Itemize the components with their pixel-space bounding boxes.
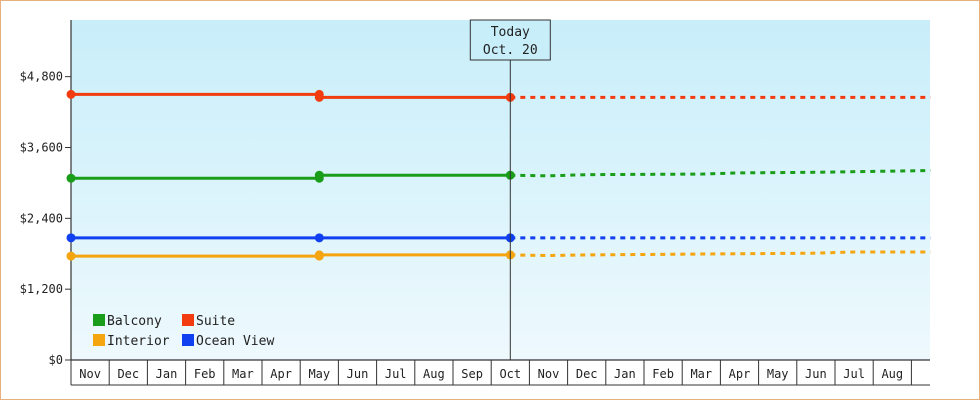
legend-label-interior: Interior (107, 334, 170, 349)
y-tick-label: $0 (49, 353, 63, 367)
x-tick-label: Apr (270, 367, 292, 381)
x-tick-label: Mar (232, 367, 254, 381)
forecast-line-balcony (510, 169, 931, 178)
data-point-balcony (314, 170, 324, 180)
x-tick-label: Nov (538, 367, 560, 381)
x-tick-label: Jul (843, 367, 865, 381)
today-label: Today (491, 25, 530, 40)
today-date-label: Oct. 20 (483, 43, 538, 58)
data-point-interior (66, 251, 76, 261)
x-tick-label: Mar (690, 367, 712, 381)
legend-swatch-suite (182, 314, 194, 326)
data-point-interior (314, 250, 324, 260)
y-tick-label: $2,400 (20, 211, 63, 225)
data-point-suite (314, 92, 324, 102)
series-line-interior (71, 253, 511, 258)
legend-label-ocean-view: Ocean View (196, 334, 274, 349)
y-tick-label: $3,600 (20, 141, 63, 155)
x-tick-label: Jun (805, 367, 827, 381)
x-tick-label: Apr (729, 367, 751, 381)
y-tick-label: $1,200 (20, 282, 63, 296)
x-tick-label: Aug (423, 367, 445, 381)
legend-label-suite: Suite (196, 314, 235, 329)
x-tick-label: Dec (576, 367, 598, 381)
legend-swatch-balcony (93, 314, 105, 326)
y-tick-label: $4,800 (20, 70, 63, 84)
x-tick-label: Feb (194, 367, 216, 381)
data-point-suite (66, 89, 76, 99)
legend-label-balcony: Balcony (107, 314, 162, 329)
x-tick-label: Aug (881, 367, 903, 381)
legend-swatch-ocean-view (182, 334, 194, 346)
x-tick-label: Jan (156, 367, 178, 381)
x-tick-label: May (767, 367, 789, 381)
x-tick-label: Jan (614, 367, 636, 381)
x-tick-label: Dec (117, 367, 139, 381)
today-label-box (469, 19, 551, 61)
data-point-ocean-view (66, 233, 76, 243)
data-point-balcony (66, 173, 76, 183)
forecast-line-interior (510, 250, 931, 258)
x-tick-label: Sep (461, 367, 483, 381)
x-tick-label: May (308, 367, 330, 381)
x-tick-label: Oct (499, 367, 521, 381)
legend-swatch-interior (93, 334, 105, 346)
x-tick-label: Nov (79, 367, 101, 381)
plot-area (71, 20, 930, 360)
x-tick-label: Jul (385, 367, 407, 381)
x-tick-label: Feb (652, 367, 674, 381)
data-point-ocean-view (314, 233, 324, 243)
x-tick-label: Jun (347, 367, 369, 381)
